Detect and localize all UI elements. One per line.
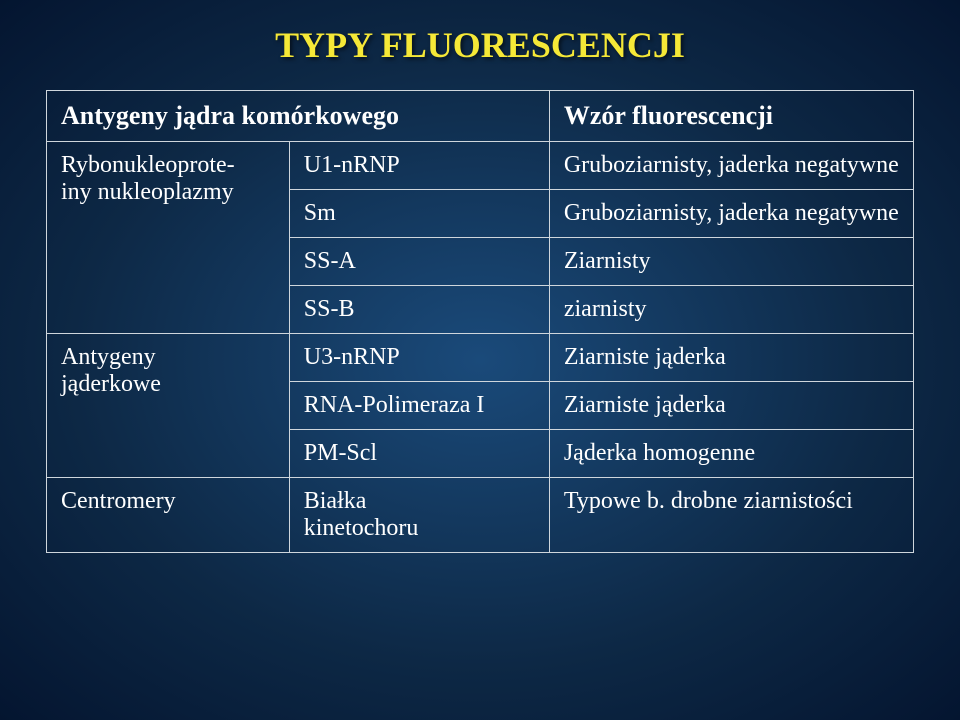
group-cell: Rybonukleoprote- iny nukleoplazmy — [47, 142, 290, 334]
antigen-cell: Białka kinetochoru — [289, 478, 549, 553]
antigen-cell: Sm — [289, 190, 549, 238]
table-row: Antygeny jąderkowe U3-nRNP Ziarniste jąd… — [47, 334, 914, 382]
group-label-line: Antygeny — [61, 344, 275, 371]
group-label-line: jąderkowe — [61, 371, 275, 398]
antigen-cell: U3-nRNP — [289, 334, 549, 382]
pattern-cell: Gruboziarnisty, jaderka negatywne — [549, 142, 913, 190]
fluorescence-table: Antygeny jądra komórkowego Wzór fluoresc… — [46, 90, 914, 553]
group-cell: Antygeny jąderkowe — [47, 334, 290, 478]
slide-title: TYPY FLUORESCENCJI — [46, 24, 914, 66]
group-label-line: Rybonukleoprote- — [61, 152, 275, 179]
pattern-cell: Jąderka homogenne — [549, 430, 913, 478]
table-row: Centromery Białka kinetochoru Typowe b. … — [47, 478, 914, 553]
antigen-line: Białka — [304, 488, 535, 515]
table-row: Rybonukleoprote- iny nukleoplazmy U1-nRN… — [47, 142, 914, 190]
table-header-row: Antygeny jądra komórkowego Wzór fluoresc… — [47, 91, 914, 142]
antigen-line: kinetochoru — [304, 515, 535, 542]
slide: TYPY FLUORESCENCJI Antygeny jądra komórk… — [0, 0, 960, 720]
pattern-cell: Ziarniste jąderka — [549, 382, 913, 430]
antigen-cell: SS-B — [289, 286, 549, 334]
antigen-cell: RNA-Polimeraza I — [289, 382, 549, 430]
antigen-cell: U1-nRNP — [289, 142, 549, 190]
group-label-line: Centromery — [61, 488, 275, 515]
antigen-cell: SS-A — [289, 238, 549, 286]
group-cell: Centromery — [47, 478, 290, 553]
header-col3: Wzór fluorescencji — [549, 91, 913, 142]
pattern-cell: ziarnisty — [549, 286, 913, 334]
header-col1: Antygeny jądra komórkowego — [47, 91, 550, 142]
pattern-cell: Gruboziarnisty, jaderka negatywne — [549, 190, 913, 238]
pattern-cell: Ziarnisty — [549, 238, 913, 286]
pattern-cell: Typowe b. drobne ziarnistości — [549, 478, 913, 553]
group-label-line: iny nukleoplazmy — [61, 179, 275, 206]
antigen-cell: PM-Scl — [289, 430, 549, 478]
pattern-cell: Ziarniste jąderka — [549, 334, 913, 382]
